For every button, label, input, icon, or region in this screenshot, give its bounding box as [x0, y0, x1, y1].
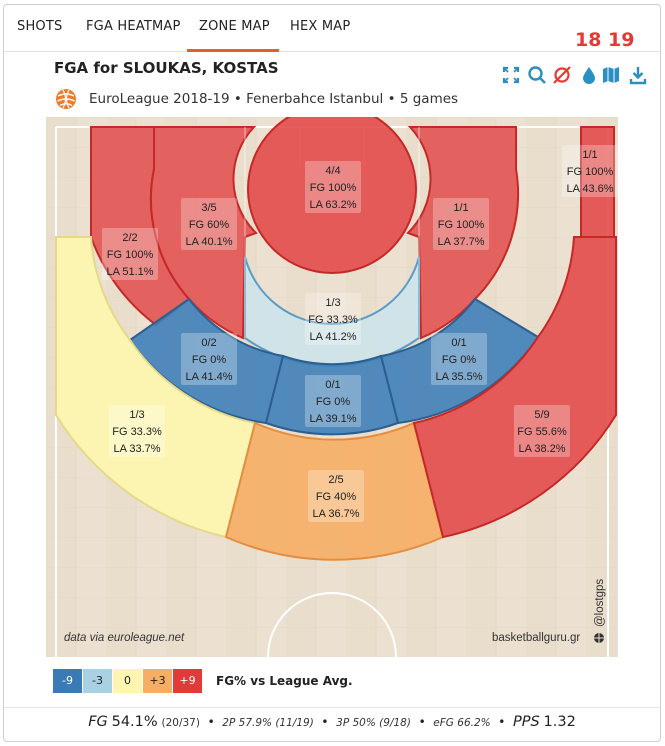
expand-icon[interactable] — [501, 65, 521, 85]
legend-item: +9 — [173, 669, 202, 693]
svg-text:FG 0%: FG 0% — [316, 396, 350, 408]
tab-shots[interactable]: SHOTS — [17, 19, 63, 34]
chart-title: FGA for SLOUKAS, KOSTAS — [54, 59, 279, 77]
fg-label: FG — [88, 714, 108, 730]
svg-text:LA 51.1%: LA 51.1% — [106, 266, 153, 278]
svg-text:FG 100%: FG 100% — [567, 166, 614, 178]
download-icon[interactable] — [628, 65, 648, 85]
zone-left-mid-top[interactable] — [149, 126, 258, 340]
pps-value: 1.32 — [543, 714, 576, 730]
svg-text:1/1: 1/1 — [453, 202, 468, 214]
svg-text:FG 55.6%: FG 55.6% — [517, 426, 567, 438]
svg-text:LA 41.2%: LA 41.2% — [309, 331, 356, 343]
label-restricted: 4/4 FG 100% LA 63.2% — [305, 161, 361, 213]
author-handle: @lostgps — [594, 579, 606, 627]
svg-text:LA 36.7%: LA 36.7% — [312, 508, 359, 520]
drop-icon[interactable] — [579, 65, 599, 85]
label-left-three: 1/3 FG 33.3% LA 33.7% — [109, 405, 165, 457]
tab-fga-heatmap[interactable]: FGA HEATMAP — [86, 19, 181, 34]
svg-text:FG 100%: FG 100% — [438, 219, 485, 231]
active-tab-indicator — [187, 49, 279, 52]
euroleague-logo — [56, 89, 76, 109]
fg-value: 54.1% — [111, 714, 158, 730]
search-icon[interactable] — [527, 65, 547, 85]
zone-right-three[interactable] — [412, 236, 617, 539]
tab-zone-map[interactable]: ZONE MAP — [199, 19, 270, 34]
svg-text:FG 40%: FG 40% — [316, 491, 357, 503]
svg-text:LA 63.2%: LA 63.2% — [309, 199, 356, 211]
label-left-corner-mid: 2/2 FG 100% LA 51.1% — [102, 228, 158, 280]
svg-text:3/5: 3/5 — [201, 202, 216, 214]
svg-text:FG 0%: FG 0% — [442, 354, 476, 366]
svg-text:1/3: 1/3 — [325, 297, 340, 309]
svg-text:1/3: 1/3 — [129, 409, 144, 421]
data-source-credit: data via euroleague.net — [64, 632, 185, 644]
tab-bar: SHOTS FGA HEATMAP ZONE MAP HEX MAP — [4, 5, 660, 52]
zone-top-mid[interactable] — [264, 354, 400, 436]
two-point-stat: 2P 57.9% (11/19) — [222, 717, 314, 729]
svg-text:2/5: 2/5 — [328, 474, 343, 486]
label-left-mid-top: 3/5 FG 60% LA 40.1% — [181, 198, 237, 250]
svg-text:LA 43.6%: LA 43.6% — [566, 183, 613, 195]
label-right-wing-mid: 0/1 FG 0% LA 35.5% — [431, 333, 487, 385]
svg-text:0/2: 0/2 — [201, 337, 216, 349]
svg-text:FG 100%: FG 100% — [310, 182, 357, 194]
svg-text:FG 60%: FG 60% — [189, 219, 230, 231]
shooting-summary: FG 54.1% (20/37) • 2P 57.9% (11/19) • 3P… — [4, 707, 660, 738]
fg-detail: (20/37) — [161, 717, 200, 729]
site-credit: basketballguru.gr — [492, 632, 580, 644]
label-left-wing-mid: 0/2 FG 0% LA 41.4% — [181, 333, 237, 385]
court-zone-map: 4/4 FG 100% LA 63.2% 3/5 FG 60% LA 40.1%… — [46, 117, 618, 657]
legend-item: 0 — [113, 669, 142, 693]
svg-text:4/4: 4/4 — [325, 165, 340, 177]
svg-text:FG 100%: FG 100% — [107, 249, 154, 261]
svg-text:LA 41.4%: LA 41.4% — [185, 371, 232, 383]
map-icon[interactable] — [601, 65, 621, 85]
season-badge: 18 19 — [575, 29, 635, 51]
legend-item: +3 — [143, 669, 172, 693]
three-point-stat: 3P 50% (9/18) — [336, 717, 411, 729]
svg-text:LA 37.7%: LA 37.7% — [437, 236, 484, 248]
svg-text:LA 39.1%: LA 39.1% — [309, 413, 356, 425]
svg-text:0/1: 0/1 — [325, 379, 340, 391]
tab-hex-map[interactable]: HEX MAP — [290, 19, 351, 34]
chart-subtitle: EuroLeague 2018-19 • Fenerbahce Istanbul… — [89, 91, 459, 107]
zone-right-corner-three[interactable] — [580, 126, 615, 238]
svg-text:LA 35.5%: LA 35.5% — [435, 371, 482, 383]
legend-item: -3 — [83, 669, 112, 693]
svg-text:FG 0%: FG 0% — [192, 354, 226, 366]
svg-text:FG 33.3%: FG 33.3% — [308, 314, 358, 326]
legend-label: FG% vs League Avg. — [216, 674, 353, 688]
widget-frame: SHOTS FGA HEATMAP ZONE MAP HEX MAP 18 19… — [3, 4, 661, 742]
court-zones — [55, 117, 617, 561]
label-right-mid-top: 1/1 FG 100% LA 37.7% — [433, 198, 489, 250]
zone-top-three[interactable] — [224, 421, 445, 561]
label-right-corner-three: 1/1 FG 100% LA 43.6% — [562, 145, 618, 197]
svg-text:LA 33.7%: LA 33.7% — [113, 443, 160, 455]
zone-labels: 4/4 FG 100% LA 63.2% 3/5 FG 60% LA 40.1%… — [102, 145, 618, 522]
no-location-icon[interactable] — [552, 65, 572, 85]
svg-text:1/1: 1/1 — [582, 149, 597, 161]
legend-item: -9 — [53, 669, 82, 693]
label-paint-nonra: 1/3 FG 33.3% LA 41.2% — [305, 293, 361, 345]
zone-right-mid-top[interactable] — [406, 126, 519, 340]
pps-label: PPS — [512, 714, 540, 730]
svg-text:5/9: 5/9 — [534, 409, 549, 421]
efg-stat: eFG 66.2% — [433, 717, 491, 729]
label-right-three: 5/9 FG 55.6% LA 38.2% — [514, 405, 570, 457]
svg-text:0/1: 0/1 — [451, 337, 466, 349]
svg-text:2/2: 2/2 — [122, 232, 137, 244]
svg-text:LA 38.2%: LA 38.2% — [518, 443, 565, 455]
zone-restricted[interactable] — [247, 117, 417, 274]
svg-text:LA 40.1%: LA 40.1% — [185, 236, 232, 248]
svg-text:FG 33.3%: FG 33.3% — [112, 426, 162, 438]
zone-left-three[interactable] — [55, 236, 257, 539]
label-top-mid: 0/1 FG 0% LA 39.1% — [305, 375, 361, 427]
label-top-three: 2/5 FG 40% LA 36.7% — [308, 470, 364, 522]
